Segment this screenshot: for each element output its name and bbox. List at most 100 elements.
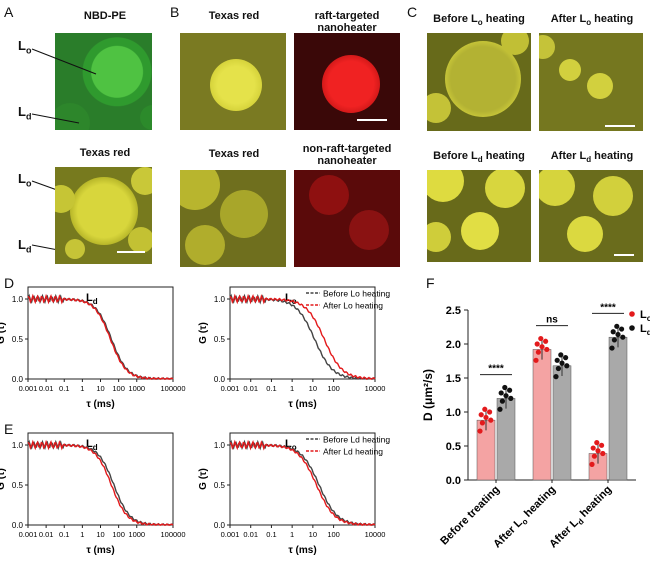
panel-label-b: B	[170, 4, 180, 20]
data-point	[503, 393, 509, 399]
plot-d-ld: 0.0 0.5 1.0 0.001 0.01 0.1 1 10 100 1000 100000 τ (…	[0, 286, 186, 410]
micrograph-texas-red-b2	[180, 170, 286, 267]
x-tick-label: 100	[112, 530, 125, 539]
x-tick-label: 0.01	[39, 530, 54, 539]
legend-entry: Ld	[640, 323, 650, 337]
y-axis-label: G (τ)	[0, 468, 7, 490]
micrograph-texas-red-b1	[180, 33, 286, 130]
data-point	[544, 346, 550, 353]
micrograph-texas-red-a	[55, 167, 152, 264]
y-tick-label: 0.5	[214, 335, 226, 344]
data-point	[488, 417, 494, 423]
y-axis-label: D (μm²/s)	[421, 369, 435, 421]
panel-a-title-texas-red: Texas red	[79, 147, 131, 159]
micrograph-after-ld-heating	[539, 170, 643, 262]
x-tick-label: 100	[327, 530, 340, 539]
panel-b-title-texas-red-2: Texas red	[208, 148, 260, 160]
panel-c-title-before-lo: Before Lo heating	[433, 13, 525, 28]
legend-marker	[629, 311, 635, 317]
curve-after	[27, 293, 174, 380]
data-point	[590, 445, 596, 451]
x-tick-label: 0.1	[59, 530, 69, 539]
data-point	[599, 442, 605, 448]
micrograph-before-ld-heating	[427, 170, 531, 262]
data-point	[619, 326, 625, 332]
micrograph-nbd-pe	[55, 33, 152, 130]
y-tick-label: 0.5	[12, 335, 24, 344]
data-point	[595, 448, 601, 454]
x-tick-label: 0.001	[221, 384, 240, 393]
y-tick-label: 0.0	[214, 521, 226, 530]
y-tick-label: 0.0	[12, 521, 24, 530]
data-point	[615, 331, 621, 338]
data-point	[610, 329, 616, 335]
legend-entry: After Lo heating	[323, 301, 383, 311]
significance-label: ****	[600, 302, 616, 313]
panel-label-c: C	[407, 4, 418, 20]
x-tick-label: 0.1	[59, 384, 69, 393]
y-tick-label: 2.0	[446, 339, 461, 351]
plot-frame	[229, 286, 376, 380]
data-point	[508, 395, 514, 401]
x-axis-label: τ (ms)	[288, 399, 316, 410]
micrograph-raft-nanoheater	[294, 33, 400, 130]
label-lo-a2: Lo	[18, 171, 32, 189]
data-point	[614, 323, 620, 329]
x-tick-label: 0.1	[266, 530, 276, 539]
x-tick-label: 1000	[128, 384, 145, 393]
y-tick-label: 0.0	[214, 375, 226, 384]
x-tick-label: 0.01	[39, 384, 54, 393]
data-point	[594, 440, 600, 446]
data-point	[533, 357, 539, 363]
x-tick-label: 0.001	[19, 530, 38, 539]
x-tick-label: 10	[96, 530, 104, 539]
x-tick-label: 0.001	[221, 530, 240, 539]
legend-marker	[629, 325, 635, 331]
y-axis-label: G (τ)	[198, 322, 209, 344]
data-point	[477, 428, 483, 434]
curve-before	[27, 439, 174, 526]
x-tick-label: 1	[80, 530, 84, 539]
panel-label-d: D	[4, 275, 15, 291]
x-tick-label: 10	[309, 530, 317, 539]
data-point	[543, 338, 549, 344]
data-point	[564, 363, 570, 369]
plot-e-lo: 0.0 0.5 1.0 0.001 0.01 0.1 1 10 100 10000 τ (ms) G …	[198, 432, 390, 556]
bar-ld-1	[552, 365, 572, 481]
panel-b-title-raft: raft-targeted nanoheater	[314, 10, 380, 34]
data-point	[553, 374, 559, 380]
curve-before	[27, 293, 174, 380]
plot-title: Ld	[86, 292, 98, 306]
x-tick-label: 100	[112, 384, 125, 393]
x-tick-label: 100000	[160, 530, 185, 539]
x-tick-label: 10	[309, 384, 317, 393]
data-point	[558, 352, 564, 358]
data-point	[559, 360, 565, 366]
data-point	[499, 398, 505, 404]
label-ld-a2: Ld	[18, 237, 32, 255]
curve-after	[229, 293, 376, 380]
y-tick-label: 0.5	[12, 481, 24, 490]
y-tick-label: 1.0	[214, 295, 226, 304]
data-point	[487, 409, 493, 415]
label-lo-a1: Lo	[18, 38, 32, 56]
x-axis-label: τ (ms)	[288, 545, 316, 556]
x-tick-label: 100000	[160, 384, 185, 393]
panel-b-title-texas-red-1: Texas red	[208, 10, 260, 22]
x-tick-label: 1000	[128, 530, 145, 539]
legend-entry: After Ld heating	[323, 447, 383, 457]
data-point	[600, 450, 606, 457]
data-point	[502, 384, 508, 391]
panel-b-title-non-raft: non-raft-targeted nanoheater	[302, 143, 392, 167]
data-point	[555, 365, 561, 372]
legend-entry: Before Ld heating	[323, 435, 390, 445]
y-axis-label: G (τ)	[198, 468, 209, 490]
x-tick-label: 1	[290, 530, 294, 539]
data-point	[479, 420, 485, 426]
plot-frame	[229, 432, 376, 526]
data-point	[609, 345, 615, 351]
panel-c-title-before-ld: Before Ld heating	[433, 150, 525, 165]
x-tick-label: 0.1	[266, 384, 276, 393]
category-label: Before treating	[438, 484, 502, 548]
